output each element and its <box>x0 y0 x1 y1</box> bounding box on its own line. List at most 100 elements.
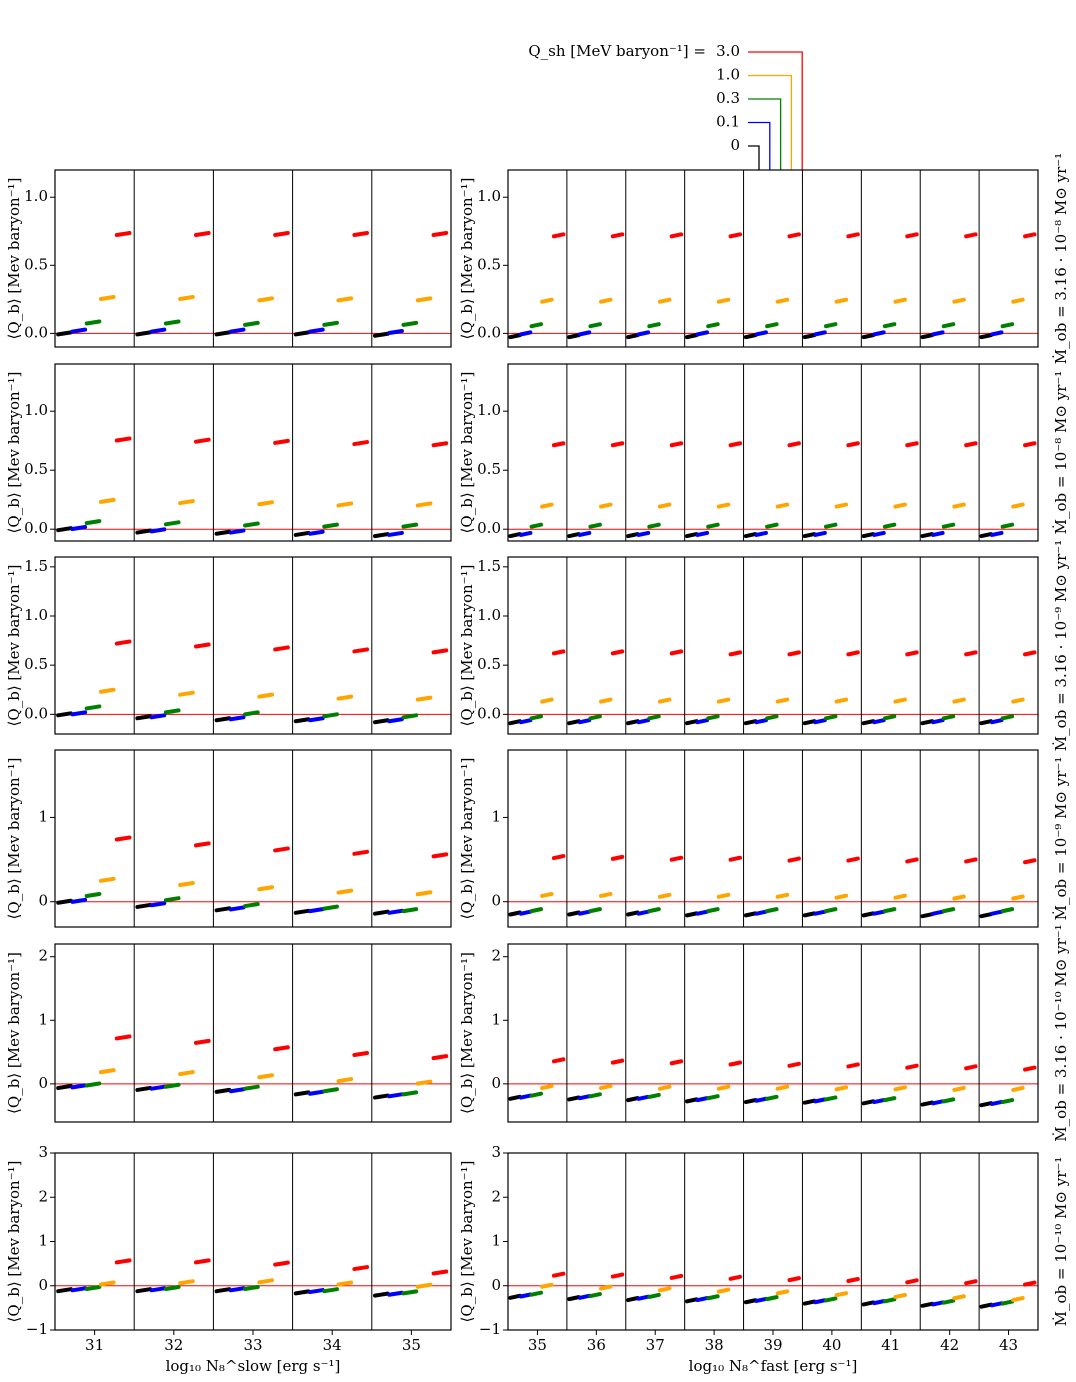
y-tick-label: 0.0 <box>477 704 501 722</box>
y-tick-label: 1.5 <box>477 557 501 575</box>
dot-cluster <box>431 441 449 448</box>
dot-cluster <box>588 1292 602 1299</box>
dot-cluster <box>931 1099 945 1106</box>
dot-cluster <box>775 297 790 304</box>
x-tick-label: 35 <box>528 1336 547 1354</box>
y-tick-label: 1.0 <box>24 401 48 419</box>
dot-cluster <box>273 1260 290 1267</box>
x-tick-label: 43 <box>999 1336 1018 1354</box>
dot-cluster <box>193 642 211 649</box>
dot-cluster <box>518 530 533 537</box>
dot-cluster <box>336 501 354 508</box>
dot-cluster <box>372 1291 390 1298</box>
dot-cluster <box>765 522 779 529</box>
dot-cluster <box>98 687 116 694</box>
dot-cluster <box>979 333 993 340</box>
y-tick-label: 0.5 <box>477 255 501 273</box>
dot-cluster <box>308 716 325 723</box>
dot-cluster <box>979 532 993 539</box>
x-axis-label: log₁₀ N₈^slow [erg s⁻¹] <box>166 1357 341 1375</box>
dot-cluster <box>257 500 275 507</box>
dot-cluster <box>588 714 602 721</box>
dot-cluster <box>636 909 651 916</box>
dot-cluster <box>669 649 684 656</box>
dot-cluster <box>610 854 625 861</box>
dot-cluster <box>257 885 275 892</box>
dot-cluster <box>551 232 566 239</box>
dot-cluster <box>765 322 779 329</box>
y-axis-label: ⟨Q_b⟩ [Mev baryon⁻¹] <box>458 178 476 340</box>
dot-cluster <box>861 911 876 918</box>
dot-cluster <box>706 1294 720 1301</box>
dot-cluster <box>824 714 838 721</box>
y-axis-label: ⟨Q_b⟩ [Mev baryon⁻¹] <box>458 1161 476 1323</box>
x-tick-label: 42 <box>940 1336 959 1354</box>
dot-cluster <box>775 892 790 899</box>
dot-cluster <box>716 1287 731 1294</box>
panel-frame <box>54 169 452 348</box>
dot-cluster <box>567 910 581 917</box>
y-tick-label: 0.0 <box>477 519 501 537</box>
dot-cluster <box>1011 697 1025 704</box>
y-tick-label: 1.0 <box>24 187 48 205</box>
dot-cluster <box>529 522 543 529</box>
dot-cluster <box>70 327 88 334</box>
dot-cluster <box>952 502 966 509</box>
dot-cluster <box>135 1287 153 1294</box>
dot-cluster <box>695 1296 710 1303</box>
dot-cluster <box>415 890 433 897</box>
dot-cluster <box>979 1101 993 1108</box>
y-axis-label: ⟨Q_b⟩ [Mev baryon⁻¹] <box>5 178 23 340</box>
dot-cluster <box>149 1286 167 1293</box>
dot-cluster <box>813 718 827 725</box>
dot-cluster <box>228 715 246 722</box>
dot-cluster <box>893 697 907 704</box>
dot-cluster <box>84 1081 102 1088</box>
dot-cluster <box>657 1286 672 1293</box>
dot-cluster <box>84 1284 102 1291</box>
dot-cluster <box>905 232 919 239</box>
dot-cluster <box>322 1287 339 1294</box>
dot-cluster <box>567 532 581 539</box>
dot-cluster <box>322 1087 339 1094</box>
dot-cluster <box>228 327 246 334</box>
dot-cluster <box>401 1090 419 1097</box>
dot-cluster <box>599 1284 613 1291</box>
dot-cluster <box>599 502 613 509</box>
dot-cluster <box>431 1054 449 1061</box>
dot-cluster <box>636 330 651 337</box>
row-label: Ṁ_ob = 3.16 · 10⁻⁹ M⊙ yr⁻¹ <box>1052 540 1070 751</box>
dot-cluster <box>1000 907 1015 914</box>
dot-cluster <box>193 1258 211 1265</box>
dot-cluster <box>135 714 153 721</box>
dot-cluster <box>920 719 934 726</box>
dot-cluster <box>415 695 433 702</box>
y-tick-label: 0 <box>38 1074 48 1092</box>
dot-cluster <box>743 1098 758 1105</box>
dot-cluster <box>787 232 801 239</box>
dot-cluster <box>905 650 919 657</box>
x-tick-label: 39 <box>763 1336 782 1354</box>
dot-cluster <box>135 330 153 337</box>
dot-cluster <box>787 856 801 863</box>
y-tick-label: 0.5 <box>24 655 48 673</box>
dot-cluster <box>70 710 88 717</box>
dot-cluster <box>920 1301 934 1308</box>
dot-cluster <box>610 649 625 656</box>
dot-cluster <box>695 530 710 537</box>
dot-cluster <box>802 719 817 726</box>
dot-cluster <box>228 1286 246 1293</box>
dot-cluster <box>952 297 966 304</box>
dot-cluster <box>387 530 404 537</box>
dot-cluster <box>743 1298 758 1305</box>
dot-cluster <box>70 1286 88 1293</box>
dot-cluster <box>824 907 838 914</box>
dot-cluster <box>149 713 167 720</box>
dot-cluster <box>322 904 339 911</box>
dot-cluster <box>529 1091 543 1098</box>
dot-cluster <box>1000 1299 1015 1306</box>
dot-cluster <box>728 855 743 862</box>
row-label: Ṁ_ob = 3.16 · 10⁻¹⁰ M⊙ yr⁻¹ <box>1052 924 1070 1141</box>
dot-cluster <box>743 532 758 539</box>
y-tick-label: 0 <box>38 892 48 910</box>
